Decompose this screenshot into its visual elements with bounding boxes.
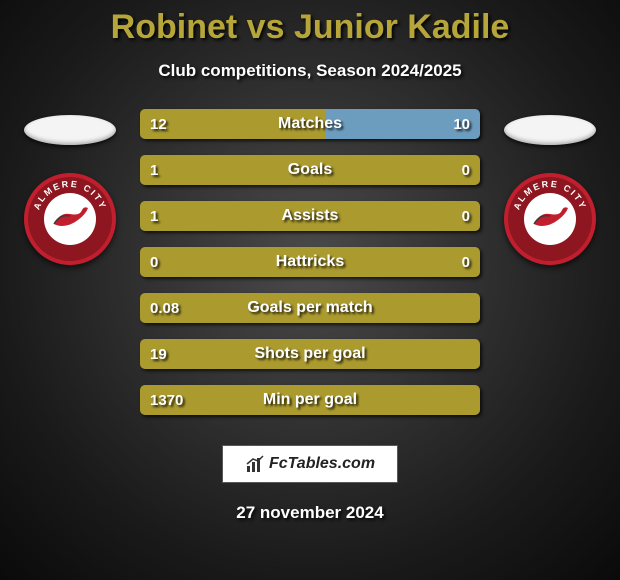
date-text: 27 november 2024: [0, 503, 620, 523]
stat-row-assists: Assists10: [140, 201, 480, 231]
flamingo-icon: [528, 204, 572, 234]
player-b-column: ALMERE CITY: [490, 109, 610, 265]
page-title: Robinet vs Junior Kadile: [0, 0, 620, 47]
stat-row-goals-per-match: Goals per match0.08: [140, 293, 480, 323]
comparison-bars: Matches1210 Goals10 Assists10 Hattricks00 Go…: [140, 109, 480, 431]
content-area: ALMERE CITY Matches1210 Goals10 Assists10 H…: [0, 109, 620, 431]
stat-row-goals: Goals10: [140, 155, 480, 185]
stat-row-hattricks: Hattricks00: [140, 247, 480, 277]
player-b-club-badge: ALMERE CITY: [504, 173, 596, 265]
brand-box[interactable]: FcTables.com: [222, 445, 398, 483]
player-b-flag: [504, 115, 596, 145]
player-a-column: ALMERE CITY: [10, 109, 130, 265]
flamingo-icon: [48, 204, 92, 234]
brand-text: FcTables.com: [269, 455, 375, 473]
vs-separator: vs: [237, 8, 294, 46]
stat-row-matches: Matches1210: [140, 109, 480, 139]
chart-icon: [245, 454, 265, 474]
player-b-name: Junior Kadile: [294, 8, 509, 46]
subtitle: Club competitions, Season 2024/2025: [0, 61, 620, 81]
stat-row-min-per-goal: Min per goal1370: [140, 385, 480, 415]
player-a-name: Robinet: [111, 8, 238, 46]
stat-row-shots-per-goal: Shots per goal19: [140, 339, 480, 369]
player-a-club-badge: ALMERE CITY: [24, 173, 116, 265]
player-a-flag: [24, 115, 116, 145]
